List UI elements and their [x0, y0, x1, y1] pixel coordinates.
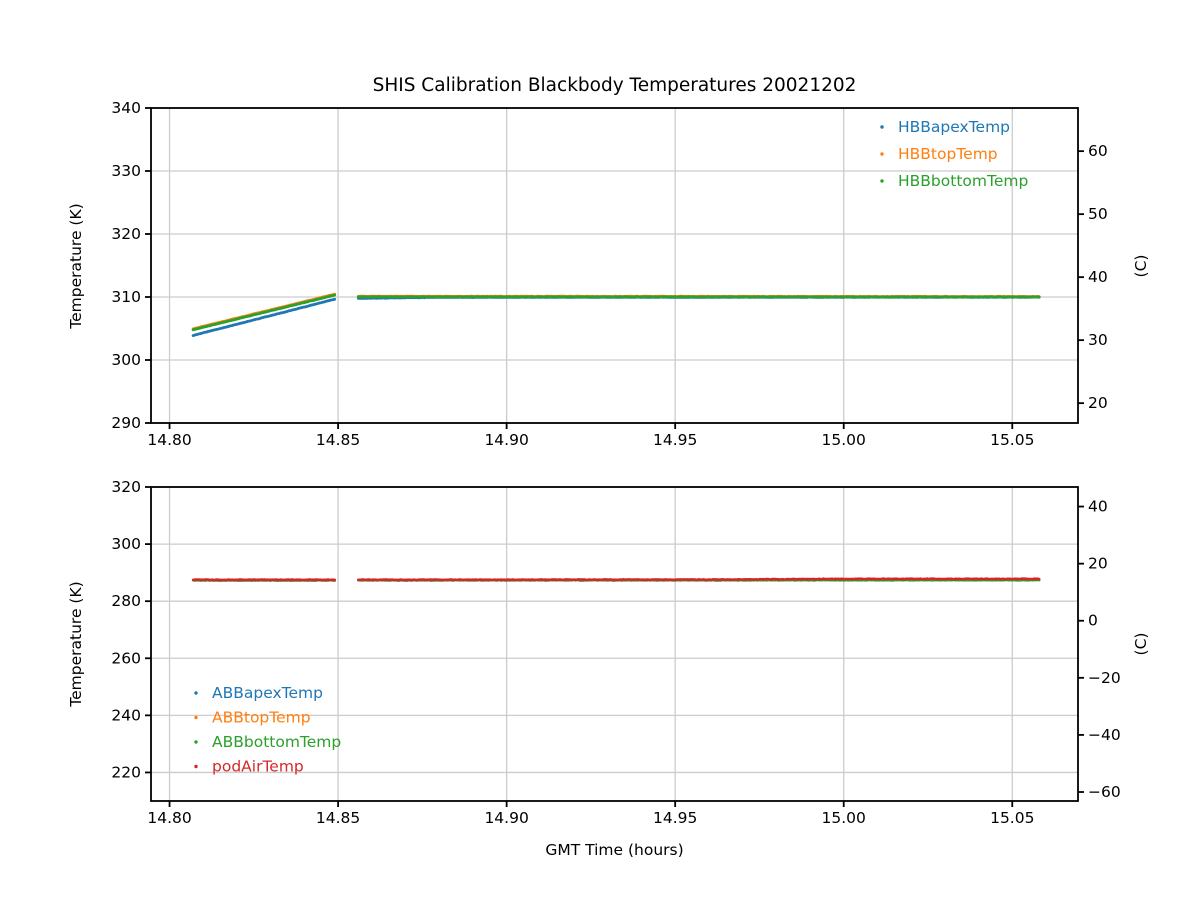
- bottom-subplot-grid: [151, 486, 1078, 801]
- y-tick-label-celsius: 40: [1088, 498, 1108, 516]
- x-tick-label: 15.05: [990, 809, 1034, 827]
- legend-label: HBBtopTemp: [898, 145, 998, 163]
- x-axis-label: GMT Time (hours): [545, 841, 684, 859]
- bottom-subplot: 14.80 14.85 14.90 14.95 15.00 15.05 220 240 260 2…: [111, 478, 1120, 827]
- y-tick-label-kelvin: 310: [111, 288, 141, 306]
- y-tick-label-kelvin: 320: [111, 478, 141, 496]
- top-subplot-ticks: [145, 107, 1084, 429]
- y-tick-label-kelvin: 300: [111, 535, 141, 553]
- legend-label: HBBbottomTemp: [898, 172, 1028, 190]
- y-tick-label-kelvin: 320: [111, 225, 141, 243]
- series-HBBapexTemp: [191, 297, 337, 338]
- legend-label: ABBapexTemp: [212, 684, 323, 702]
- top-subplot-tick-labels: 14.80 14.85 14.90 14.95 15.00 15.05 290 300 310 3…: [111, 99, 1107, 449]
- legend-label: podAirTemp: [212, 758, 304, 776]
- x-tick-label: 14.90: [484, 431, 528, 449]
- y-tick-label-celsius: 20: [1088, 555, 1108, 573]
- legend-marker-dot: [880, 179, 884, 183]
- y-tick-label-kelvin: 240: [111, 706, 141, 724]
- y-tick-label-celsius: 60: [1088, 142, 1108, 160]
- legend-label: HBBapexTemp: [898, 118, 1010, 136]
- series-podAirTemp: [356, 577, 1041, 582]
- y-tick-label-kelvin: 290: [111, 414, 141, 432]
- x-tick-label: 15.00: [822, 431, 866, 449]
- legend-marker-dot: [880, 125, 884, 129]
- legend-marker-dot: [194, 764, 198, 769]
- y-tick-label-kelvin: 220: [111, 763, 141, 781]
- top-subplot-series: [191, 292, 1041, 338]
- x-tick-label: 14.85: [316, 809, 360, 827]
- y-tick-label-kelvin: 260: [111, 649, 141, 667]
- y-tick-label-kelvin: 280: [111, 592, 141, 610]
- y-tick-label-kelvin: 300: [111, 351, 141, 369]
- x-tick-label: 14.80: [147, 431, 191, 449]
- x-tick-label: 14.80: [147, 809, 191, 827]
- y-tick-label-kelvin: 340: [111, 99, 141, 117]
- series-podAirTemp: [191, 578, 337, 582]
- top-subplot: 14.80 14.85 14.90 14.95 15.00 15.05 290 300 310 3…: [111, 99, 1107, 449]
- y-tick-label-celsius: −40: [1088, 726, 1121, 744]
- series-HBBbottomTemp: [191, 293, 337, 332]
- legend-marker-dot: [194, 715, 198, 720]
- bottom-subplot-spines: [150, 486, 1079, 802]
- bottom-subplot-legend: ABBapexTemp ABBtopTemp ABBbottomTemp podAir…: [194, 684, 341, 776]
- legend-label: ABBbottomTemp: [212, 733, 341, 751]
- y-tick-label-kelvin: 330: [111, 162, 141, 180]
- bottom-subplot-tick-labels: 14.80 14.85 14.90 14.95 15.00 15.05 220 240 260 2…: [111, 478, 1120, 827]
- y-tick-label-celsius: 0: [1088, 612, 1098, 630]
- legend-marker-dot: [194, 691, 198, 695]
- y-tick-label-celsius: 30: [1088, 331, 1108, 349]
- x-tick-label: 14.90: [484, 809, 528, 827]
- x-tick-label: 15.00: [822, 809, 866, 827]
- x-tick-label: 14.95: [653, 809, 697, 827]
- y-tick-label-celsius: 40: [1088, 268, 1108, 286]
- y-tick-label-celsius: 20: [1088, 394, 1108, 412]
- x-tick-label: 14.85: [316, 431, 360, 449]
- x-tick-label: 15.05: [990, 431, 1034, 449]
- legend-marker-dot: [880, 152, 884, 156]
- top-subplot-legend: HBBapexTemp HBBtopTemp HBBbottomTemp: [880, 118, 1028, 190]
- bottom-subplot-series: [191, 577, 1041, 582]
- chart-title: SHIS Calibration Blackbody Temperatures …: [372, 75, 857, 96]
- x-tick-label: 14.95: [653, 431, 697, 449]
- y-tick-label-celsius: 50: [1088, 205, 1108, 223]
- top-subplot-spines: [150, 107, 1079, 424]
- bottom-subplot-ticks: [145, 486, 1084, 807]
- y-tick-label-celsius: −20: [1088, 669, 1121, 687]
- y-tick-label-celsius: −60: [1088, 783, 1121, 801]
- legend-marker-dot: [194, 740, 198, 744]
- legend-label: ABBtopTemp: [212, 709, 311, 727]
